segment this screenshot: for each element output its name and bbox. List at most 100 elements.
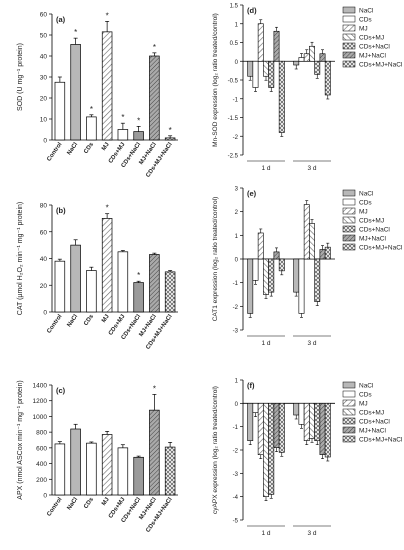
panel-label: (e) [247, 189, 257, 198]
bar [268, 258, 275, 293]
legend-swatch [342, 426, 356, 434]
significance-mark: * [121, 113, 124, 122]
panel-a: 0 10 20 30 40 50 60 (a) SOD (U mg⁻¹ protein) Cont… [17, 11, 178, 179]
x-tick-label: Control [46, 141, 63, 162]
bar [252, 258, 259, 281]
x-tick-label: MJ [101, 314, 111, 324]
significance-mark: * [137, 116, 140, 125]
legend-label: CDs [359, 392, 372, 399]
x-tick-label: MJ [101, 497, 111, 507]
y-tick-label: 0 [43, 310, 47, 317]
bar [298, 403, 305, 425]
legend-label: MJ [359, 26, 368, 33]
y-tick-label: -2 [233, 449, 239, 455]
y-tick-label: -2 [233, 135, 239, 141]
x-tick-label: CDs [83, 496, 95, 510]
bar [86, 442, 97, 496]
bar [319, 53, 326, 62]
panel-label: (b) [56, 206, 66, 215]
y-tick-label: 1400 [33, 383, 48, 390]
y-tick-label: 1.5 [230, 4, 239, 10]
y-tick-label: -2.5 [228, 154, 239, 160]
y-tick-label: 80 [40, 203, 48, 210]
bar [324, 60, 331, 96]
bar [101, 31, 113, 141]
legend-label: CDs+NaCl [359, 44, 390, 51]
legend-swatch [342, 24, 356, 32]
panel-c: 0 200 400 600 800 1000 1200 1400 (c) APX (nmol AS… [17, 380, 178, 534]
bar [314, 60, 321, 75]
x-tick-label: NaCl [67, 141, 80, 156]
legend-swatch [342, 381, 356, 389]
significance-mark: * [106, 11, 109, 20]
bar [268, 60, 275, 88]
legend-swatch [342, 216, 356, 224]
group-label: 3 d [307, 165, 316, 172]
bar [298, 258, 305, 314]
bar [252, 403, 259, 413]
bar [54, 260, 66, 313]
group-label: 1 d [261, 340, 270, 347]
legend-label: MJ [359, 401, 368, 408]
group-label: 1 d [261, 530, 270, 537]
y-tick-label: 200 [36, 477, 47, 484]
significance-mark: * [153, 43, 156, 52]
bar [293, 258, 300, 293]
bar [263, 258, 269, 295]
bar [117, 251, 129, 313]
y-axis-label: cyAPX expression (log₂ ratio treated/con… [212, 386, 219, 514]
bar [278, 403, 285, 453]
group-label: 3 d [307, 530, 316, 537]
x-tick-label: Control [46, 313, 63, 334]
legend-label: NaCl [359, 8, 374, 15]
bar [247, 403, 254, 441]
y-tick-label: 30 [40, 75, 48, 82]
panel-label: (f) [247, 381, 255, 390]
bar [273, 30, 280, 62]
y-tick-label: 0 [235, 258, 239, 264]
bar [303, 53, 310, 62]
y-tick-label: 10 [40, 117, 48, 124]
legend-label: CDs+MJ+NaCl [359, 62, 403, 69]
y-axis-label: SOD (U mg⁻¹ protein) [17, 43, 24, 111]
bar [257, 23, 264, 62]
bar [324, 403, 331, 458]
y-tick-label: 40 [40, 256, 48, 263]
bar [309, 223, 315, 260]
y-tick-label: 3 [235, 187, 239, 193]
x-tick-label: NaCl [67, 496, 80, 511]
bar [314, 258, 321, 302]
legend-label: CDs [359, 200, 372, 207]
legend-swatch [342, 198, 356, 206]
bar [252, 60, 259, 88]
legend-label: MJ [359, 209, 368, 216]
y-tick-label: 40 [40, 54, 48, 61]
bar [70, 244, 81, 313]
y-tick-label: 1200 [33, 398, 48, 405]
y-tick-label: -3 [233, 329, 239, 335]
bar [149, 55, 160, 141]
legend-label: MJ+NaCl [359, 53, 386, 60]
y-tick-label: 600 [36, 445, 47, 452]
bar [247, 60, 254, 77]
legend-swatch [342, 234, 356, 242]
bar [303, 403, 310, 441]
y-tick-label: 0 [235, 60, 239, 66]
group-label: 3 d [307, 340, 316, 347]
legend-swatch [342, 207, 356, 215]
legend-swatch [342, 6, 356, 14]
bar [117, 129, 129, 141]
bar [324, 246, 331, 260]
bar [319, 249, 326, 260]
y-tick-label: -5 [233, 519, 239, 525]
y-tick-label: -1 [233, 425, 239, 431]
bar [133, 456, 144, 496]
bar [164, 271, 176, 313]
legend-label: NaCl [359, 191, 374, 198]
panel-d: -2.5 -2 -1.5 -1 -0.5 0 0.5 1 1.5 (d) Mn-SOD expres… [212, 4, 403, 173]
y-tick-label: 1000 [33, 414, 48, 421]
y-tick-label: 0 [235, 402, 239, 408]
legend-label: CDs [359, 17, 372, 24]
bar [319, 403, 326, 455]
bar [263, 60, 269, 77]
